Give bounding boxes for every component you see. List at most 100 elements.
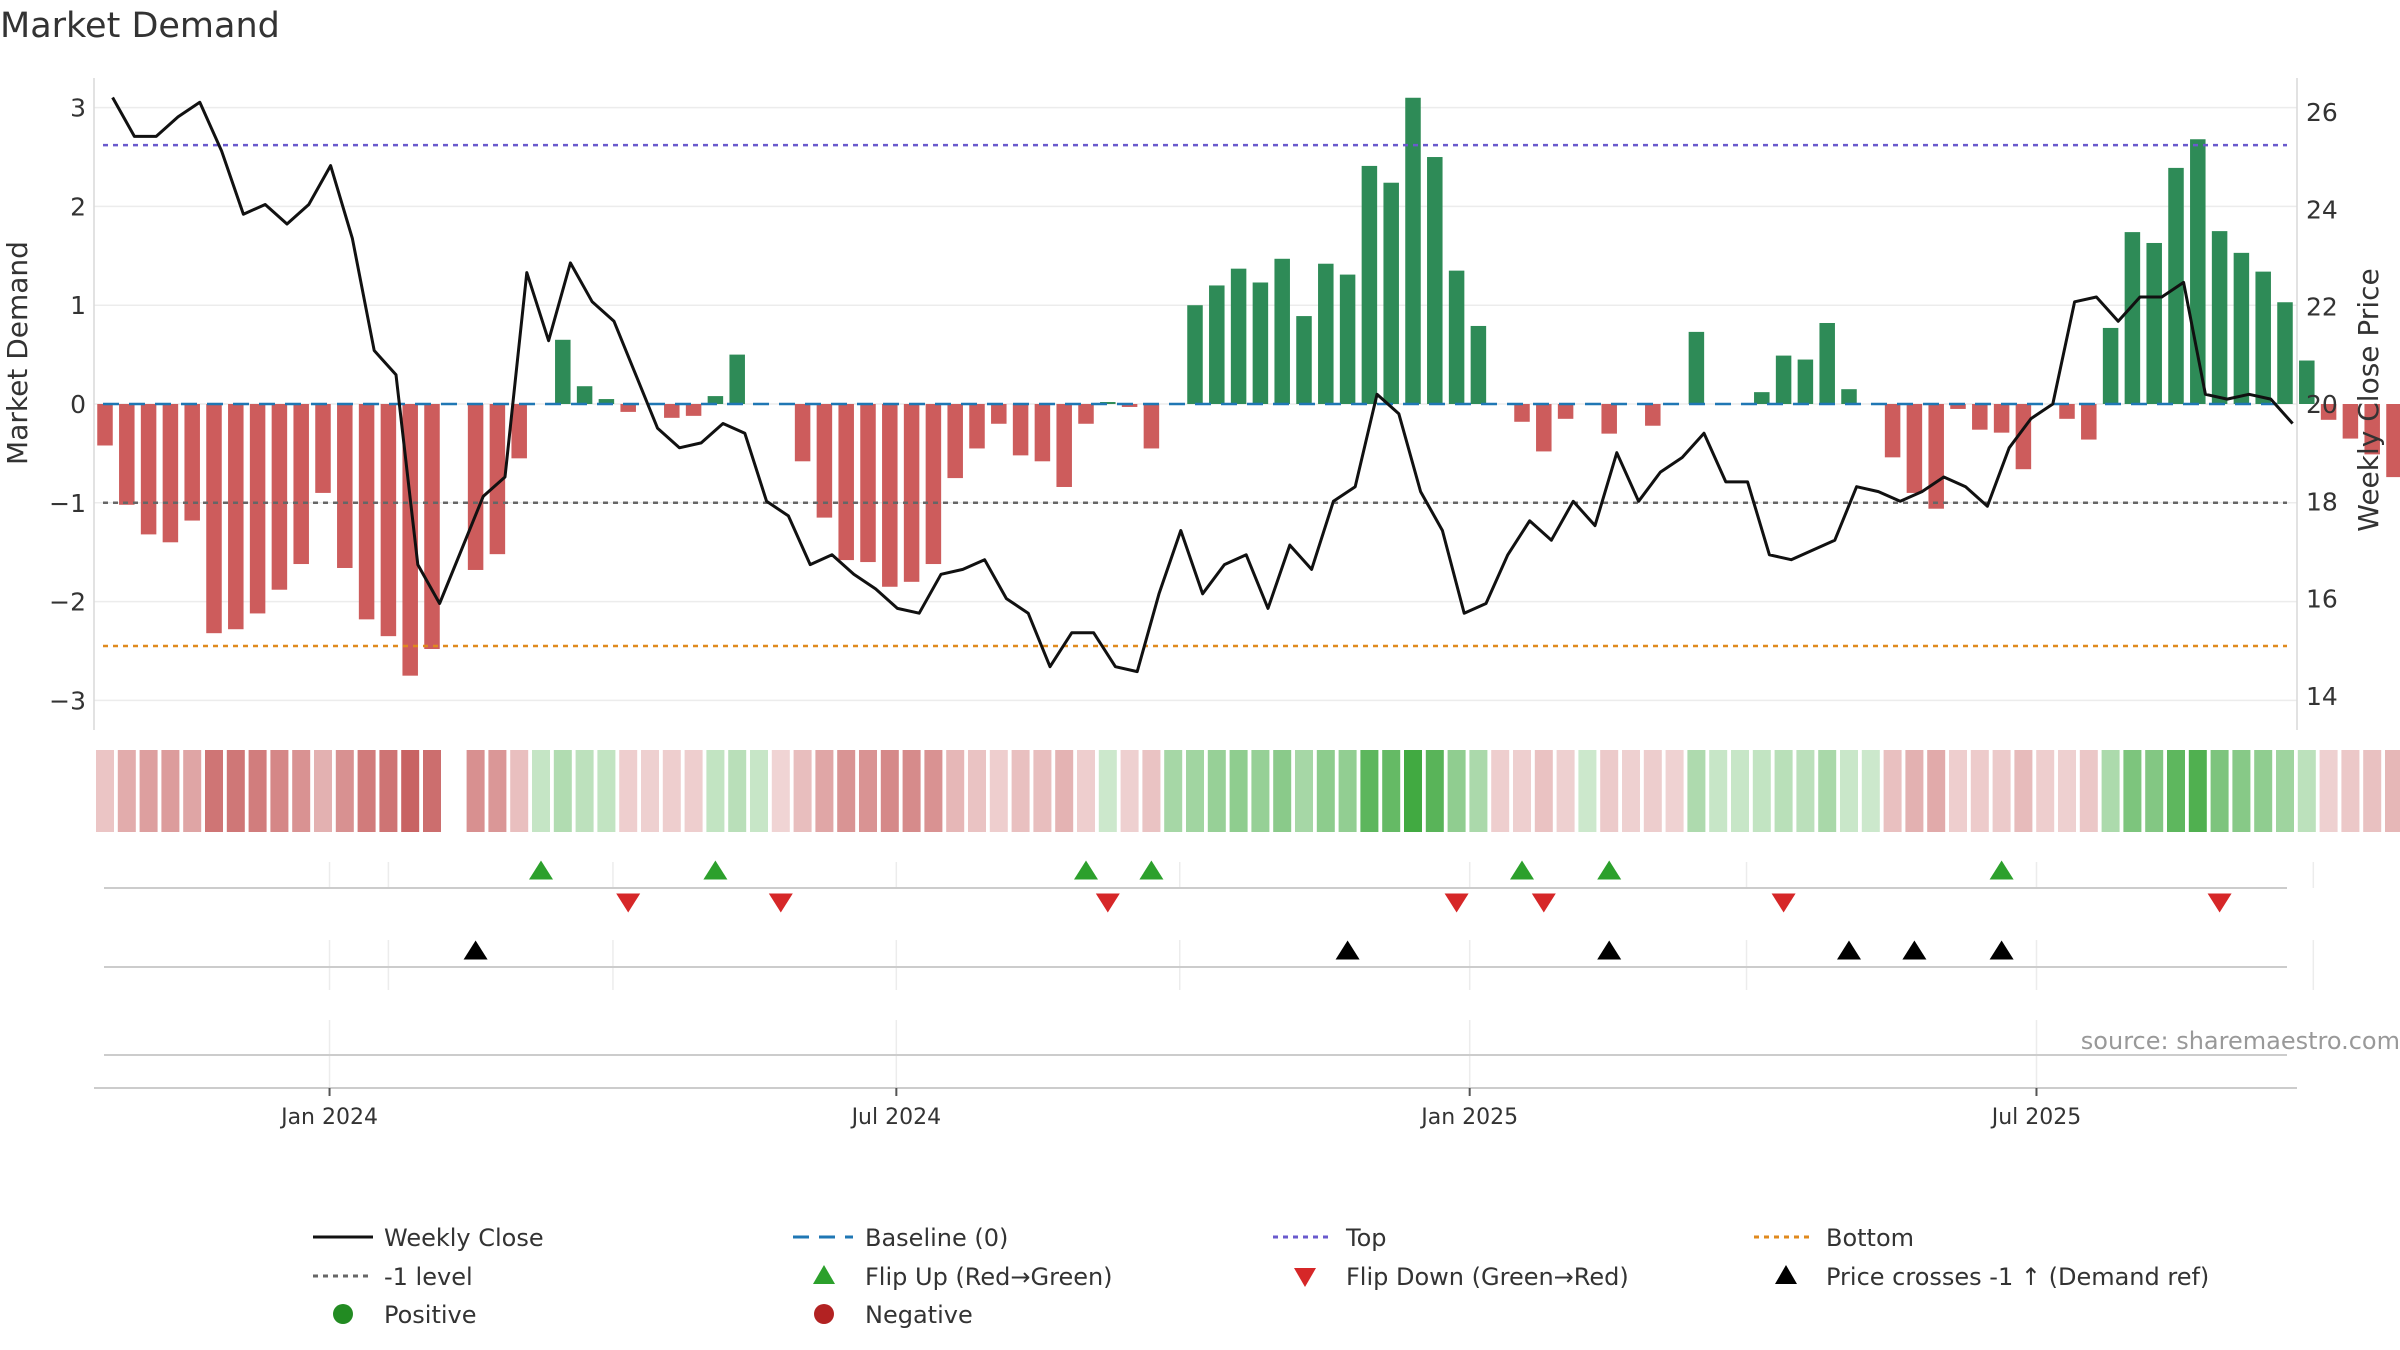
signal-markers [463,860,2232,960]
price-cross-marker [1837,940,1861,960]
heatmap-cell-positive [2254,750,2273,832]
flip-up-marker [1139,860,1164,880]
flip-down-marker [768,893,793,913]
heatmap-cell-positive [2188,750,2207,832]
negative-demand-bar [97,404,113,446]
negative-demand-bar [1645,404,1661,426]
negative-demand-bar [1557,404,1574,419]
negative-demand-bar [1884,404,1901,458]
negative-demand-bar [2386,404,2400,478]
heatmap-cell-negative [771,750,790,832]
positive-demand-bar [707,396,724,404]
heatmap-cell-positive [1360,750,1379,832]
heatmap-cell-negative [684,750,703,832]
heatmap-cell-positive [1295,750,1313,832]
heatmap-cell-positive [1774,750,1793,832]
chart-title: Market Demand [0,6,280,46]
legend-flip-up-marker [813,1265,835,1284]
right-tick-label: 22 [2306,293,2338,322]
positive-demand-bar [1470,325,1487,404]
heatmap-cell-negative [1033,750,1052,832]
heatmap-cell-negative [357,750,376,832]
negative-demand-bar [140,404,157,535]
legend-baseline: Baseline (0) [865,1224,1008,1252]
heatmap-cell-positive [1251,750,1270,832]
heatmap-cell-negative [2363,750,2382,832]
heatmap-cell-negative [1556,750,1575,832]
positive-demand-bar [1274,258,1290,404]
negative-demand-bar [1536,404,1552,452]
positive-demand-bar [1252,282,1269,404]
heatmap-cell-positive [2276,750,2294,832]
heatmap-cell-positive [1469,750,1488,832]
heatmap-cell-positive [1687,750,1706,832]
negative-demand-bar [293,404,309,565]
positive-demand-bar [576,386,593,404]
positive-demand-bar [1296,316,1312,404]
heatmap-cell-positive [1861,750,1880,832]
heatmap-cell-positive [1840,750,1858,832]
price-cross-marker [1597,940,1622,960]
positive-demand-bar [1383,182,1399,404]
negative-demand-bar [119,404,135,505]
heatmap-cell-positive [1207,750,1226,832]
price-cross-marker [1989,940,2014,960]
source-credit: source: sharemaestro.com [2081,1027,2400,1055]
heatmap-cell-negative [880,750,899,832]
heatmap-cell-negative [1622,750,1640,832]
heatmap-cell-negative [205,750,223,832]
heatmap-cell-positive [1404,750,1422,832]
left-axis-label: Market Demand [1,241,34,465]
negative-demand-bar [620,404,636,412]
negative-demand-bar [882,404,898,587]
positive-demand-bar [729,354,745,404]
heatmap-cell-positive [1578,750,1597,832]
negative-demand-bar [271,404,288,590]
negative-demand-bar [903,404,920,582]
positive-demand-bar [1775,355,1792,404]
negative-demand-bar [184,404,200,521]
legend-top: Top [1345,1224,1387,1252]
heatmap-cell-positive [2210,750,2229,832]
heatmap-cell-positive [553,750,572,832]
positive-demand-bar [1841,389,1857,404]
negative-demand-bar [1972,404,1988,430]
heatmap-cell-negative [292,750,311,832]
negative-demand-bar [816,404,833,518]
flip-up-marker [1510,860,1534,880]
positive-demand-bar [1361,165,1378,404]
heatmap-cell-positive [1273,750,1292,832]
heatmap-cell-negative [662,750,681,832]
heatmap-cell-negative [1905,750,1924,832]
left-tick-label: −1 [49,489,86,518]
right-tick-label: 14 [2306,682,2338,711]
heatmap-cell-negative [466,750,485,832]
negative-demand-bar [424,404,440,649]
heatmap-cell-negative [837,750,856,832]
flip-up-marker [529,860,553,880]
heatmap-cell-positive [532,750,550,832]
left-tick-label: 1 [70,291,86,320]
positive-demand-bar [2277,302,2293,404]
heatmap-cell-negative [1992,750,2011,832]
negative-demand-bar [1993,404,2010,433]
heatmap-cell-negative [989,750,1008,832]
heatmap-cell-negative [1665,750,1684,832]
price-cross-marker [463,940,488,960]
negative-demand-bar [664,404,680,418]
heatmap-cell-negative [2079,750,2098,832]
negative-demand-bar [2081,404,2097,440]
positive-demand-bar [2190,139,2206,405]
legend-positive: Positive [384,1301,477,1329]
legend: Weekly Close Baseline (0) Top Bottom -1 … [313,1224,2209,1329]
heatmap-cell-negative [1970,750,1989,832]
flip-down-marker [1771,893,1796,913]
heatmap-cell-positive [2145,750,2164,832]
heatmap-cell-negative [96,750,114,832]
heatmap-cell-negative [1600,750,1619,832]
legend-price-cross: Price crosses -1 ↑ (Demand ref) [1826,1263,2209,1291]
heatmap-cell-negative [161,750,180,832]
positive-demand-bar [1100,402,1116,404]
heatmap-cell-negative [2014,750,2033,832]
flip-down-marker [1531,893,1556,913]
